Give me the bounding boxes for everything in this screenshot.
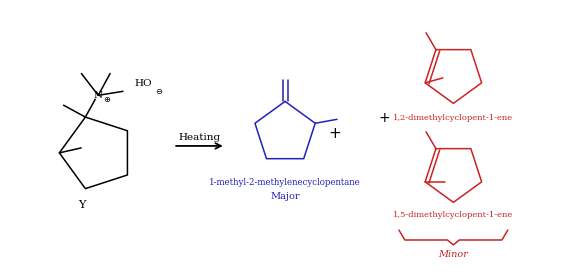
Text: 1,5-dimethylcyclopent-1-ene: 1,5-dimethylcyclopent-1-ene — [393, 211, 513, 219]
Text: Y: Y — [78, 200, 86, 210]
Text: +: + — [328, 126, 341, 141]
Text: Minor: Minor — [439, 250, 468, 259]
Text: ⊖: ⊖ — [155, 87, 162, 96]
Text: N: N — [93, 91, 103, 100]
Text: ⊕: ⊕ — [103, 95, 111, 104]
Text: +: + — [378, 111, 390, 125]
Text: 1,2-dimethylcyclopent-1-ene: 1,2-dimethylcyclopent-1-ene — [393, 114, 513, 122]
Text: 1-methyl-2-methylenecyclopentane: 1-methyl-2-methylenecyclopentane — [209, 178, 361, 187]
Text: Major: Major — [270, 192, 300, 201]
Text: Heating: Heating — [178, 133, 220, 142]
Text: HO: HO — [134, 79, 152, 88]
